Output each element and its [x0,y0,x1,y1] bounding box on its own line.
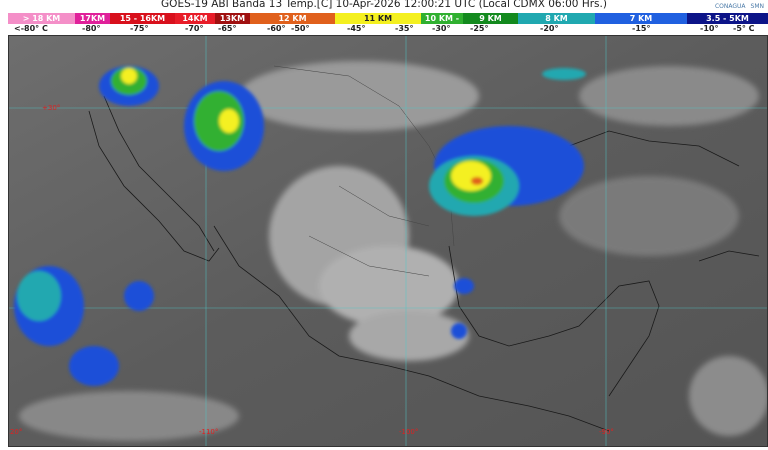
agency-logos: CONAGUA SMN [715,3,764,10]
satellite-map: +30° -120° -110° -100° -90° [3,35,768,447]
temperature-ticks: <-80° C -80° -75° -70° -65° -60° -50° -4… [0,24,768,35]
band-gt-18km: > 18 KM [8,13,75,24]
color-scale-bar: > 18 KM 17KM 15 - 16KM 14KM 13KM 12 KM 1… [8,13,768,24]
tick: -45° [347,24,366,33]
lat-label: +30° [42,104,60,112]
lon-label: -100° [399,428,418,436]
band-14km: 14KM [175,13,215,24]
tick: <-80° C [14,24,48,33]
band-7km: 7 KM [595,13,687,24]
coastlines [88,95,760,432]
tick: -15° [632,24,651,33]
band-11km: 11 KM [335,13,421,24]
tick: -20° [540,24,559,33]
tick: -5° C [733,24,755,33]
conagua-logo: CONAGUA [714,3,746,10]
image-title: GOES-19 ABI Banda 13 Temp.[C] 10-Apr-202… [161,0,607,10]
band-9km: 9 KM [463,13,518,24]
band-10km: 10 KM - [421,13,463,24]
tick: -25° [470,24,489,33]
tick: -50° [291,24,310,33]
band-17km: 17KM [75,13,110,24]
tick: -75° [130,24,149,33]
smn-logo: SMN [750,3,764,10]
tick: -65° [218,24,237,33]
lon-label: -120° [9,428,22,436]
tick: -35° [395,24,414,33]
tick: -10° [700,24,719,33]
tick: -30° [432,24,451,33]
satellite-image: +30° -120° -110° -100° -90° [3,36,768,446]
graticule-labels: +30° -120° -110° -100° -90° [3,104,614,436]
band-12km: 12 KM [250,13,335,24]
band-8km: 8 KM [518,13,595,24]
lon-label: -90° [599,428,614,436]
lon-label: -110° [199,428,218,436]
cloud-cover [19,61,768,441]
band-15-16km: 15 - 16KM [110,13,175,24]
tick: -60° [267,24,286,33]
band-13km: 13KM [215,13,250,24]
tick: -80° [82,24,101,33]
band-3-5-5km: 3.5 - 5KM [687,13,768,24]
storm-clouds [14,66,586,386]
tick: -70° [185,24,204,33]
